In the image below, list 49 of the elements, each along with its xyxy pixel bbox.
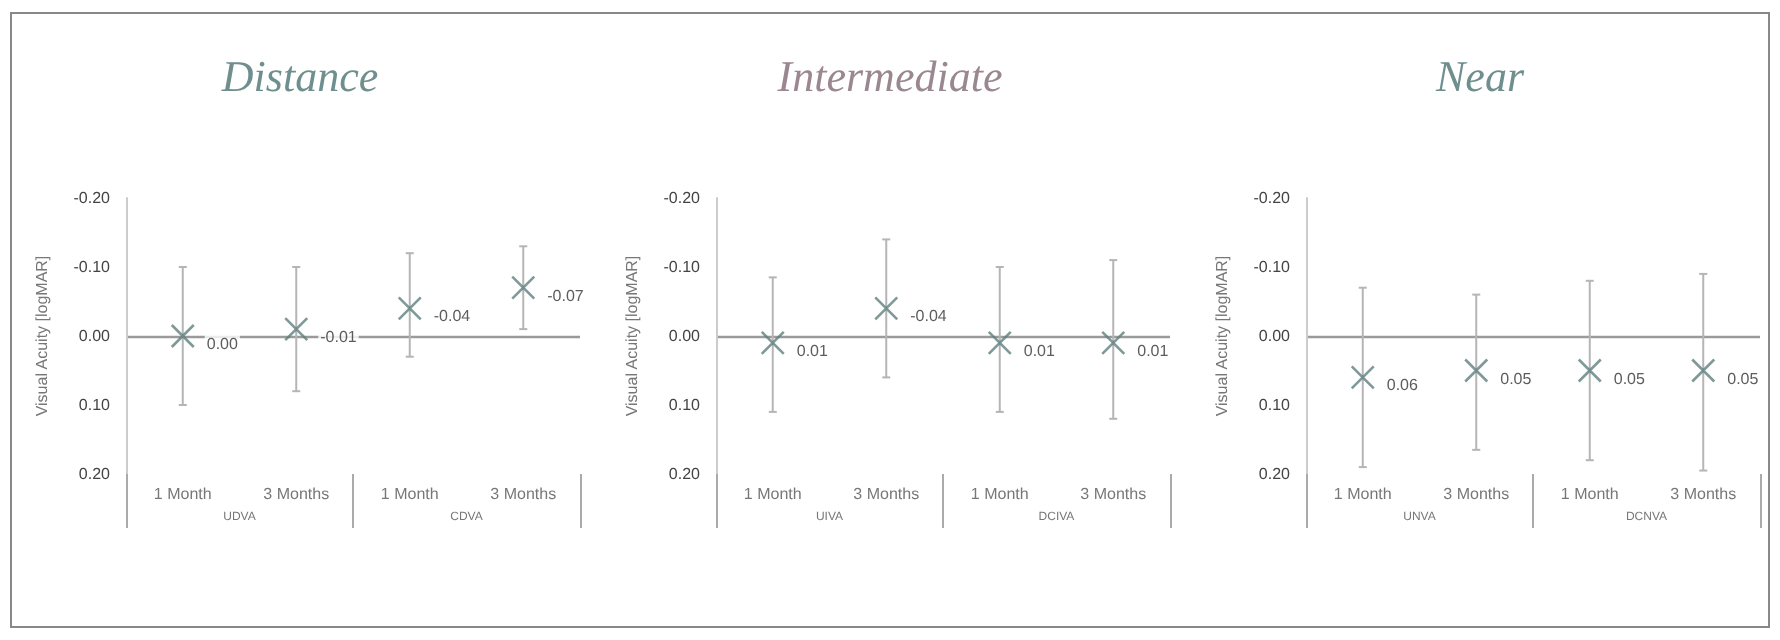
- x-tick-label: 3 Months: [853, 485, 920, 503]
- x-tick-label: 1 Month: [1560, 485, 1619, 503]
- x-tick-label: 1 Month: [970, 485, 1029, 503]
- x-tick-label: 1 Month: [380, 485, 439, 503]
- data-label: 0.01: [1137, 341, 1170, 360]
- y-tick-label: -0.20: [1253, 189, 1292, 207]
- x-tick-label: 3 Months: [490, 485, 557, 503]
- data-label: -0.04: [433, 307, 472, 326]
- data-label: 0.01: [1023, 341, 1056, 360]
- data-label: 0.05: [1500, 369, 1533, 388]
- point: [283, 316, 309, 342]
- data-label: -0.01: [320, 328, 358, 347]
- y-tick-label: 0.20: [78, 465, 112, 483]
- data-label: -0.07: [547, 286, 585, 305]
- y-tick-label: -0.10: [1253, 258, 1292, 276]
- y-axis-title: Visual Acuity [logMAR]: [623, 255, 641, 417]
- x-tick-label: 3 Months: [1080, 485, 1147, 503]
- data-label: -0.04: [910, 307, 948, 326]
- y-tick-label: 0.20: [668, 465, 702, 483]
- y-axis-title: Visual Acuity [logMAR]: [1213, 255, 1231, 417]
- data-label: 0.00: [206, 335, 239, 353]
- y-tick-label: 0.10: [668, 396, 702, 414]
- y-tick-label: 0.00: [668, 327, 702, 345]
- x-tick-label: 1 Month: [743, 485, 802, 503]
- x-tick-label: 1 Month: [153, 485, 212, 503]
- x-tick-label: 3 Months: [1670, 485, 1737, 503]
- chart-title: Near: [1434, 51, 1525, 101]
- x-tick-label: 3 Months: [1443, 485, 1510, 503]
- y-tick-label: 0.10: [1258, 396, 1292, 414]
- chart-title: Intermediate: [775, 51, 1003, 101]
- y-tick-label: -0.10: [73, 258, 112, 276]
- y-tick-label: 0.00: [78, 327, 112, 345]
- x-tick-label: 1 Month: [1333, 485, 1392, 503]
- y-tick-label: -0.20: [663, 189, 702, 207]
- y-tick-label: 0.10: [78, 396, 112, 414]
- data-label: 0.06: [1386, 376, 1419, 395]
- chart-title: Distance: [219, 51, 379, 101]
- data-label: 0.05: [1727, 369, 1760, 388]
- x-tick-label: 3 Months: [263, 485, 330, 503]
- y-axis-title: Visual Acuity [logMAR]: [33, 255, 51, 417]
- data-label: 0.01: [796, 341, 829, 360]
- y-tick-label: 0.00: [1258, 327, 1292, 345]
- point: [397, 296, 423, 321]
- y-tick-label: 0.20: [1258, 465, 1292, 483]
- y-tick-label: -0.10: [663, 258, 702, 276]
- point: [510, 275, 536, 300]
- data-label: 0.05: [1613, 369, 1646, 388]
- y-tick-label: -0.20: [73, 189, 112, 207]
- point: [170, 323, 196, 349]
